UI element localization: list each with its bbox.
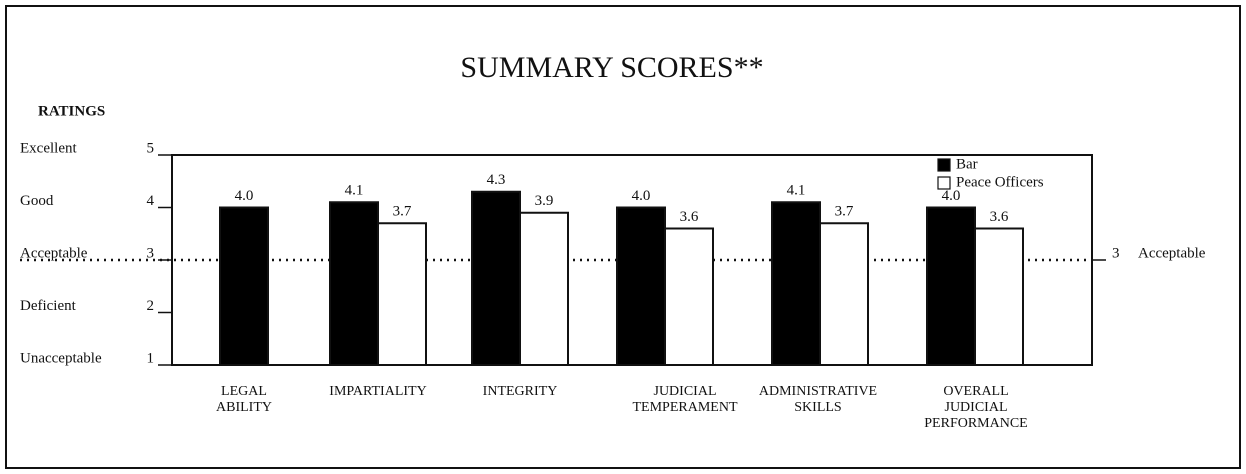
x-tick-label: TEMPERAMENT bbox=[633, 400, 738, 415]
value-label: 4.0 bbox=[942, 188, 961, 204]
legend-label: Peace Officers bbox=[956, 174, 1044, 190]
y-axis-label: RATINGS bbox=[38, 103, 105, 119]
y-tick-name: Unacceptable bbox=[20, 350, 102, 366]
reference-value: 3 bbox=[1112, 245, 1120, 261]
legend-swatch bbox=[937, 158, 951, 172]
y-tick-label: 1 bbox=[147, 350, 155, 366]
x-tick-label: IMPARTIALITY bbox=[329, 384, 426, 399]
value-label: 3.6 bbox=[680, 209, 699, 225]
bar bbox=[377, 222, 427, 366]
value-label: 4.1 bbox=[787, 183, 806, 199]
reference-label: Acceptable bbox=[1138, 245, 1206, 261]
x-tick-label: OVERALL bbox=[943, 384, 1008, 399]
x-tick-label: ABILITY bbox=[216, 400, 272, 415]
x-tick-label: JUDICIAL bbox=[945, 400, 1008, 415]
y-tick-name: Deficient bbox=[20, 298, 77, 314]
bar bbox=[771, 201, 821, 366]
value-label: 3.6 bbox=[990, 209, 1009, 225]
value-label: 4.1 bbox=[345, 183, 364, 199]
x-tick-label: INTEGRITY bbox=[483, 384, 558, 399]
legend-swatch bbox=[937, 176, 951, 190]
y-tick-name: Good bbox=[20, 193, 54, 209]
x-tick-label: ADMINISTRATIVE bbox=[759, 384, 877, 399]
bar bbox=[664, 227, 714, 366]
bar bbox=[519, 211, 569, 366]
value-label: 4.3 bbox=[487, 172, 506, 188]
y-tick-label: 5 bbox=[147, 140, 155, 156]
bar bbox=[926, 206, 976, 366]
x-tick-label: PERFORMANCE bbox=[924, 416, 1027, 431]
y-tick-name: Excellent bbox=[20, 140, 77, 156]
x-tick-label: LEGAL bbox=[221, 384, 267, 399]
page-border bbox=[5, 5, 1241, 469]
value-label: 4.0 bbox=[632, 188, 651, 204]
y-tick-label: 2 bbox=[147, 298, 155, 314]
value-label: 3.7 bbox=[835, 204, 854, 220]
bar bbox=[219, 206, 269, 366]
legend-label: Bar bbox=[956, 156, 978, 172]
y-tick-label: 4 bbox=[147, 193, 155, 209]
y-tick-label: 3 bbox=[147, 245, 155, 261]
value-label: 3.7 bbox=[393, 204, 412, 220]
bar bbox=[471, 190, 521, 366]
x-tick-label: JUDICIAL bbox=[654, 384, 717, 399]
value-label: 4.0 bbox=[235, 188, 254, 204]
x-tick-label: SKILLS bbox=[794, 400, 841, 415]
bar bbox=[819, 222, 869, 366]
value-label: 3.9 bbox=[535, 193, 554, 209]
bar bbox=[974, 227, 1024, 366]
chart-title: SUMMARY SCORES** bbox=[460, 51, 763, 84]
bar bbox=[616, 206, 666, 366]
y-tick-name: Acceptable bbox=[20, 245, 88, 261]
bar bbox=[329, 201, 379, 366]
